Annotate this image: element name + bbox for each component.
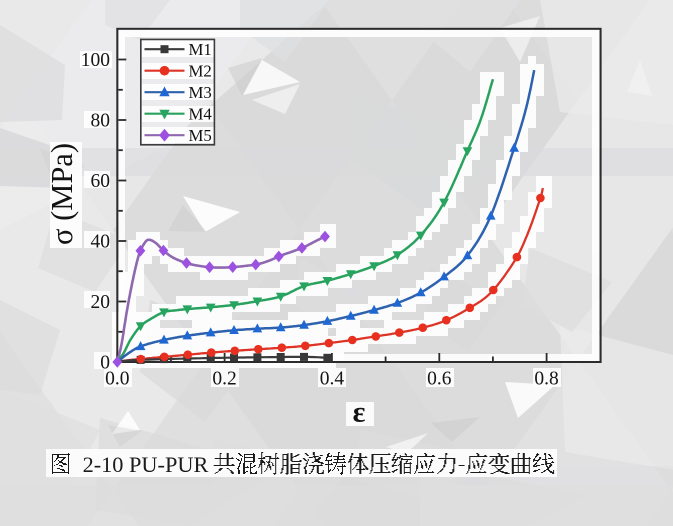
svg-text:40: 40 (91, 232, 111, 253)
svg-text:M1: M1 (189, 40, 212, 59)
svg-text:0.2: 0.2 (212, 369, 236, 390)
svg-text:0.8: 0.8 (534, 369, 558, 390)
svg-text:ε: ε (353, 396, 366, 429)
svg-text:100: 100 (81, 50, 110, 71)
svg-text:2-10 PU-PUR: 2-10 PU-PUR (77, 452, 214, 477)
svg-text:M5: M5 (189, 126, 212, 145)
svg-text:60: 60 (91, 171, 111, 192)
svg-text:80: 80 (91, 111, 111, 132)
svg-text:0.6: 0.6 (427, 369, 452, 390)
svg-text:M4: M4 (189, 105, 213, 124)
svg-text:0.0: 0.0 (105, 369, 129, 390)
svg-text:0.4: 0.4 (320, 369, 345, 390)
svg-text:σ (MPa): σ (MPa) (45, 143, 79, 245)
svg-text:M3: M3 (189, 83, 212, 102)
svg-text:0: 0 (100, 353, 110, 374)
svg-text:20: 20 (91, 292, 111, 313)
svg-text:M2: M2 (189, 62, 212, 81)
